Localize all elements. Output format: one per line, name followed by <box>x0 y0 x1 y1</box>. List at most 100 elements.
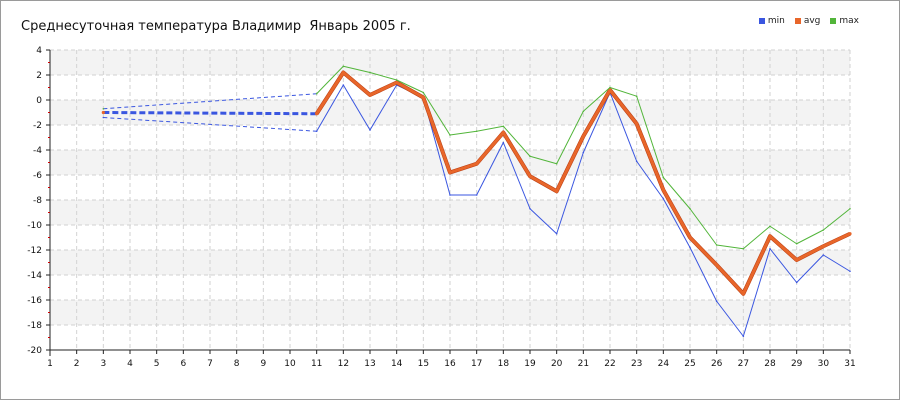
series-avg-point <box>341 70 345 75</box>
series-avg-point <box>501 130 505 135</box>
x-tick-label: 11 <box>311 359 322 369</box>
chart-title: Среднесуточная температура Владимир Янва… <box>21 19 411 34</box>
series-avg-point <box>795 258 799 262</box>
x-tick-label: 31 <box>844 359 855 369</box>
x-tick-label: 17 <box>471 359 482 369</box>
series-avg-point <box>315 112 319 116</box>
series-min-point <box>502 141 505 144</box>
series-max-point <box>102 107 105 110</box>
series-max-gap-line <box>103 93 317 110</box>
series-avg-point <box>715 263 719 267</box>
x-tick-label: 12 <box>338 359 349 369</box>
series-max-point <box>342 65 345 68</box>
y-tick-label: -10 <box>27 221 42 231</box>
series-min-point <box>662 197 665 200</box>
x-tick-label: 21 <box>578 359 589 369</box>
series-avg-point <box>448 170 452 175</box>
y-tick-label: 4 <box>36 46 42 56</box>
x-tick-label: 26 <box>711 359 723 369</box>
x-tick-label: 23 <box>631 359 642 369</box>
legend-label-max: max <box>839 16 859 26</box>
x-tick-label: 20 <box>551 359 563 369</box>
series-avg-point <box>821 244 825 248</box>
series-avg-point <box>395 80 399 85</box>
series-avg-point <box>101 110 105 115</box>
x-tick-label: 29 <box>791 359 803 369</box>
x-tick-label: 9 <box>260 359 266 369</box>
series-min-point <box>555 232 558 235</box>
y-tick-label: -14 <box>27 271 42 281</box>
series-min-point <box>849 270 851 273</box>
x-tick-label: 18 <box>498 359 510 369</box>
series-min-point <box>715 300 718 303</box>
x-tick-label: 14 <box>391 359 403 369</box>
series-avg-point <box>768 234 772 238</box>
series-max-point <box>769 225 771 228</box>
x-tick-label: 4 <box>127 359 133 369</box>
series-max-point <box>582 110 585 113</box>
series-min-point <box>369 129 371 131</box>
legend-label-avg: avg <box>803 16 821 26</box>
series-min-point <box>769 247 771 250</box>
plot-band <box>50 50 850 75</box>
x-tick-label: 13 <box>364 359 375 369</box>
series-avg-point <box>688 235 692 240</box>
series-avg-point <box>608 88 612 92</box>
y-tick-label: -6 <box>33 171 42 181</box>
series-avg-point <box>528 174 532 178</box>
series-min-point <box>795 281 798 284</box>
y-tick-label: 0 <box>36 96 42 106</box>
legend-item-min: min <box>758 16 785 26</box>
x-tick-label: 22 <box>604 359 615 369</box>
series-avg-point <box>421 95 425 100</box>
legend-item-avg: avg <box>794 16 821 26</box>
series-min-point <box>635 160 638 163</box>
series-max-point <box>555 162 558 165</box>
series-min-point <box>475 194 478 196</box>
series-max-point <box>742 247 745 250</box>
series-max-point <box>822 229 825 231</box>
x-tick-label: 3 <box>100 359 106 369</box>
series-max-point <box>609 86 611 89</box>
y-tick-label: -12 <box>27 246 42 256</box>
legend-swatch-min <box>758 18 765 24</box>
y-tick-label: -20 <box>27 346 42 356</box>
series-max-point <box>315 92 318 95</box>
series-max-point <box>662 176 665 179</box>
series-min-point <box>315 130 318 133</box>
series-avg-point <box>848 232 852 236</box>
y-tick-label: -4 <box>33 146 42 156</box>
x-tick-label: 19 <box>524 359 536 369</box>
series-min-point <box>342 84 345 86</box>
series-max-point <box>715 244 718 246</box>
x-tick-label: 27 <box>738 359 749 369</box>
series-max-point <box>422 91 425 94</box>
series-min-point <box>529 207 531 210</box>
legend: min avg max <box>758 16 859 26</box>
x-tick-label: 30 <box>818 359 830 369</box>
y-tick-label: -18 <box>27 321 42 331</box>
x-tick-label: 28 <box>764 359 776 369</box>
series-max-point <box>502 125 505 128</box>
x-tick-label: 2 <box>74 359 80 369</box>
legend-swatch-avg <box>794 18 801 24</box>
series-min-gap-line <box>103 117 317 132</box>
series-min-point <box>822 254 825 256</box>
x-tick-label: 10 <box>284 359 296 369</box>
series-min-point <box>742 335 745 338</box>
series-max-point <box>475 130 478 133</box>
series-max-point <box>395 79 398 81</box>
x-tick-label: 16 <box>444 359 456 369</box>
series-min-point <box>102 116 105 119</box>
y-tick-label: -8 <box>33 196 42 206</box>
series-max-point <box>689 207 691 210</box>
x-tick-label: 5 <box>154 359 160 369</box>
legend-label-min: min <box>767 16 785 26</box>
series-max-point <box>635 95 638 98</box>
y-tick-label: -16 <box>27 296 42 306</box>
series-avg-point <box>368 93 372 97</box>
series-max-point <box>529 155 531 158</box>
series-avg-point <box>741 292 745 296</box>
